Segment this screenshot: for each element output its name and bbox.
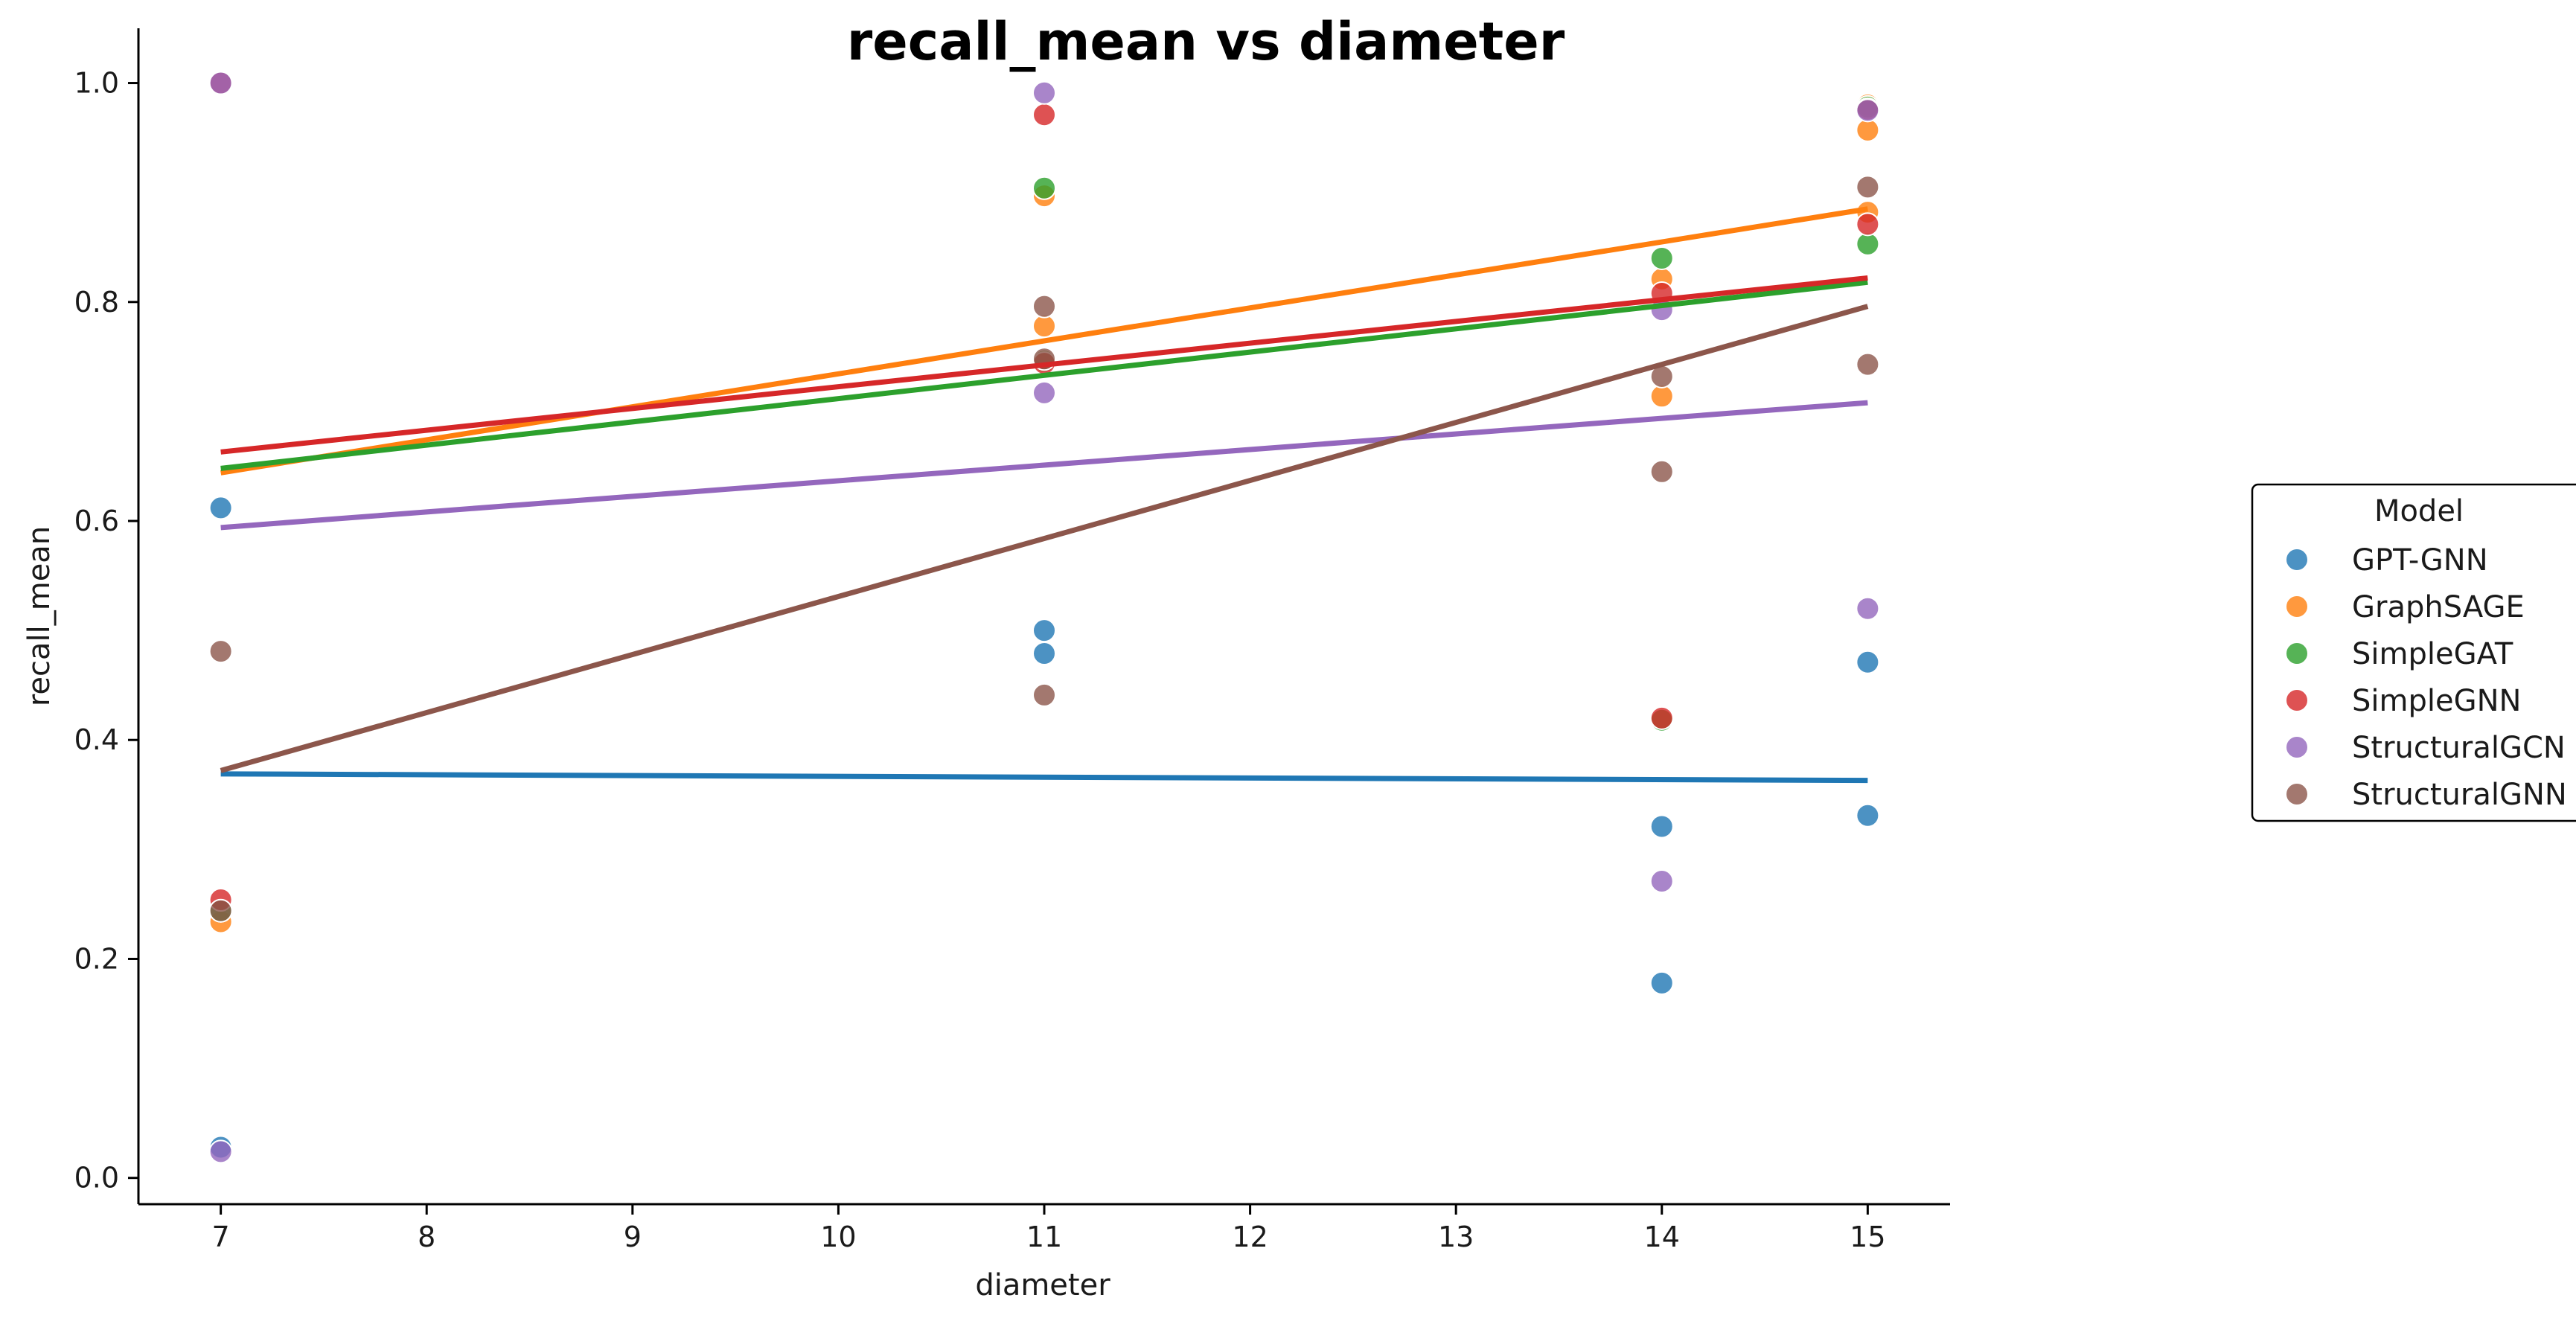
- y-ticks: 0.0 0.2 0.4 0.6 0.8 1.0: [74, 67, 138, 1195]
- legend-title: Model: [2374, 494, 2464, 528]
- legend-marker: [2285, 642, 2309, 665]
- x-axis-title: diameter: [975, 1268, 1110, 1302]
- data-point: [1032, 294, 1056, 319]
- x-tick-label: 11: [1026, 1221, 1062, 1253]
- data-point: [208, 496, 233, 520]
- x-tick-label: 12: [1232, 1221, 1268, 1253]
- trend-line-gpt-gnn: [220, 771, 1868, 784]
- x-tick-label: 8: [418, 1221, 435, 1253]
- legend-marker: [2285, 688, 2309, 712]
- data-point: [1032, 103, 1056, 127]
- x-tick-label: 9: [624, 1221, 642, 1253]
- legend-marker: [2285, 782, 2309, 806]
- data-point: [1649, 706, 1674, 730]
- y-tick-label: 1.0: [74, 67, 119, 100]
- data-point: [1856, 98, 1880, 123]
- data-point: [1856, 596, 1880, 621]
- y-tick-label: 0.0: [74, 1162, 119, 1195]
- series-graphsage-points: [208, 92, 1880, 934]
- trend-line-graphsage: [220, 206, 1868, 476]
- series-structuralgcn-points: [208, 71, 1880, 1164]
- trend-line-structuralgcn: [220, 400, 1868, 531]
- legend-label: StructuralGCN: [2352, 731, 2566, 765]
- y-tick-label: 0.2: [74, 942, 119, 975]
- axes: 7 8 9 10 11 12 13 14 15 0.0 0.2 0.4 0.6 0.8 1.0: [74, 28, 1950, 1253]
- data-point: [1856, 212, 1880, 237]
- x-tick-label: 14: [1644, 1221, 1680, 1253]
- data-point: [208, 898, 233, 923]
- data-point: [1649, 814, 1674, 839]
- trend-line-simplegat: [220, 279, 1868, 471]
- legend-label: SimpleGNN: [2352, 684, 2521, 718]
- data-point: [1032, 80, 1056, 105]
- data-point: [208, 1139, 233, 1164]
- legend-label: GPT-GNN: [2352, 543, 2488, 578]
- legend-marker: [2285, 735, 2309, 759]
- legend-items: GPT-GNN GraphSAGE SimpleGAT SimpleGNN Struct…: [2285, 543, 2567, 812]
- x-tick-label: 13: [1438, 1221, 1474, 1253]
- data-point: [1856, 352, 1880, 377]
- data-point: [1649, 869, 1674, 894]
- legend: Model GPT-GNN GraphSAGE SimpleGAT SimpleGNN…: [2251, 483, 2576, 822]
- chart-title: recall_mean vs diameter: [847, 11, 1565, 72]
- legend-marker: [2285, 548, 2309, 572]
- plot-area: [208, 71, 1880, 1164]
- series-structuralgnn-points: [208, 175, 1880, 923]
- legend-label: StructuralGNN: [2352, 778, 2567, 812]
- x-tick-label: 10: [820, 1221, 856, 1253]
- data-point: [1032, 380, 1056, 405]
- data-point: [1856, 175, 1880, 199]
- data-point: [1032, 176, 1056, 200]
- data-point: [1649, 459, 1674, 484]
- data-point: [1032, 682, 1056, 707]
- legend-frame: [2251, 483, 2576, 822]
- trend-line-simplegnn: [220, 275, 1868, 455]
- legend-label: SimpleGAT: [2352, 637, 2513, 671]
- data-point: [1856, 803, 1880, 828]
- y-tick-label: 0.8: [74, 286, 119, 319]
- data-point: [208, 639, 233, 664]
- y-axis-title: recall_mean: [22, 526, 57, 706]
- data-point: [208, 71, 233, 95]
- x-tick-label: 7: [212, 1221, 230, 1253]
- data-point: [1649, 246, 1674, 270]
- x-tick-label: 15: [1850, 1221, 1885, 1253]
- data-point: [1856, 650, 1880, 674]
- y-tick-label: 0.4: [74, 723, 119, 756]
- x-ticks: 7 8 9 10 11 12 13 14 15: [212, 1204, 1886, 1253]
- data-point: [1032, 618, 1056, 643]
- data-point: [1032, 642, 1056, 666]
- trend-line-structuralgnn: [220, 304, 1869, 773]
- legend-marker: [2285, 595, 2309, 618]
- data-point: [1649, 970, 1674, 995]
- legend-label: GraphSAGE: [2352, 590, 2525, 624]
- series-gpt-gnn-points: [208, 496, 1880, 1160]
- y-tick-label: 0.6: [74, 505, 119, 537]
